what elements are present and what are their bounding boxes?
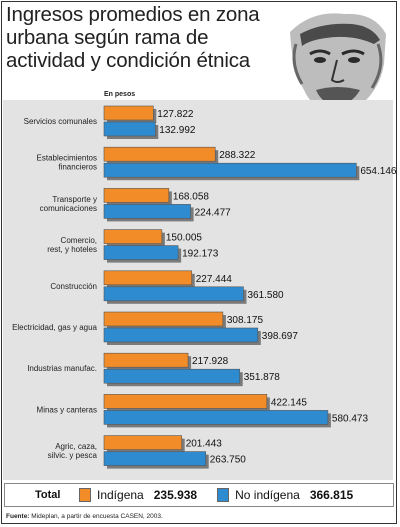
category-label: Transporte y — [52, 195, 97, 204]
data-label: 127.822 — [157, 109, 194, 120]
portrait-illustration — [290, 13, 386, 114]
unit-label: En pesos — [104, 91, 136, 98]
bar-no-indigena — [103, 451, 207, 466]
category-label: Establecimientos — [37, 154, 97, 163]
legend-swatch-indigena — [79, 488, 91, 502]
chart-title: Ingresos promedios en zona urbana según … — [6, 3, 260, 72]
bar-indigena — [103, 105, 154, 121]
data-label: 263.750 — [210, 455, 247, 466]
bar-indigena — [103, 435, 182, 450]
data-label: 398.697 — [262, 331, 299, 342]
data-label: 150.005 — [166, 233, 203, 244]
data-label: 422.145 — [271, 397, 308, 408]
data-label: 217.928 — [192, 356, 229, 367]
category-label: Servicios comunales — [24, 117, 97, 126]
bar-no-indigena — [103, 327, 259, 343]
category-label: Agric, caza, — [55, 442, 97, 451]
data-label: 192.173 — [182, 249, 219, 260]
totals-label: Total — [35, 489, 61, 501]
total-value-no-indigena: 366.815 — [309, 488, 354, 502]
bar-indigena — [103, 352, 189, 368]
data-label: 227.444 — [196, 274, 233, 285]
total-value-indigena: 235.938 — [153, 488, 198, 502]
bar-no-indigena — [103, 162, 357, 178]
category-label: Comercio, — [61, 236, 97, 245]
category-label: Construcción — [50, 282, 97, 291]
totals-legend: Total Indígena 235.938 No indígena 366.8… — [4, 483, 394, 507]
source-text: Mideplan, a partir de encuesta CASEN, 20… — [29, 513, 163, 520]
source-note: Fuente: Mideplan, a partir de encuesta C… — [6, 513, 163, 520]
data-label: 351.878 — [244, 372, 281, 383]
legend-label-indigena: Indígena — [97, 488, 144, 502]
category-label: Industrias manufac. — [27, 364, 97, 373]
bar-no-indigena — [103, 204, 191, 219]
category-label: Electricidad, gas y agua — [12, 323, 97, 332]
bar-indigena — [103, 311, 224, 327]
category-label: rest, y hoteles — [47, 245, 97, 254]
data-label: 224.477 — [195, 207, 232, 218]
category-label: comunicaciones — [40, 204, 97, 213]
data-label: 308.175 — [227, 315, 264, 326]
source-label: Fuente: — [6, 513, 30, 520]
legend-label-no-indigena: No indígena — [235, 488, 300, 502]
category-label: silvic. y pesca — [48, 451, 98, 460]
legend-swatch-no-indigena — [217, 488, 230, 502]
bar-no-indigena — [103, 410, 329, 425]
data-label: 361.580 — [247, 290, 284, 301]
data-label: 288.322 — [219, 150, 256, 161]
bar-no-indigena — [103, 245, 179, 260]
bar-no-indigena — [103, 368, 241, 384]
bar-indigena — [103, 270, 193, 286]
data-label: 580.473 — [332, 413, 369, 424]
category-label: Minas y canteras — [37, 405, 97, 414]
bar-indigena — [103, 394, 268, 409]
category-label: financieros — [58, 163, 97, 172]
bar-indigena — [103, 146, 216, 162]
bar-no-indigena — [103, 286, 244, 302]
bar-no-indigena — [103, 121, 156, 137]
data-label: 168.058 — [173, 191, 210, 202]
data-label: 201.443 — [186, 439, 223, 450]
data-label: 132.992 — [159, 125, 196, 136]
bar-indigena — [103, 188, 170, 203]
bar-indigena — [103, 229, 163, 244]
data-label: 654.146 — [360, 166, 397, 177]
